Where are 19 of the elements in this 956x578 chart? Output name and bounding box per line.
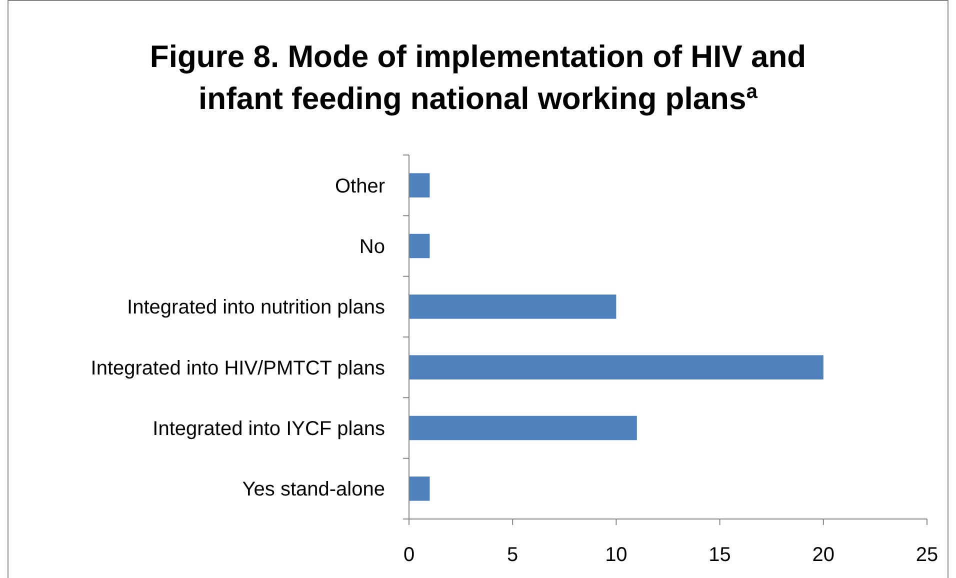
bar [409, 294, 616, 319]
y-tick-label: Integrated into nutrition plans [127, 296, 385, 319]
x-tick-label: 15 [708, 544, 731, 566]
x-tick-label: 5 [507, 544, 518, 566]
bar [409, 476, 430, 501]
y-tick-label: Integrated into HIV/PMTCT plans [90, 357, 385, 380]
x-tick-label: 20 [812, 544, 835, 566]
bar [409, 173, 430, 198]
bar [409, 234, 430, 258]
y-tick-label: Integrated into IYCF plans [152, 418, 385, 440]
bar [409, 416, 637, 440]
chart-title: Figure 8. Mode of implementation of HIV and infant feeding national working plans$^{a}$ [150, 39, 806, 116]
bar [409, 355, 824, 380]
y-tick-label: Yes stand-alone [242, 478, 385, 501]
y-tick-label: No [359, 236, 385, 258]
x-tick-label: 10 [605, 544, 628, 566]
x-tick-label: 0 [403, 544, 415, 566]
y-tick-label: Other [334, 175, 386, 198]
x-tick-label: 25 [916, 544, 938, 566]
